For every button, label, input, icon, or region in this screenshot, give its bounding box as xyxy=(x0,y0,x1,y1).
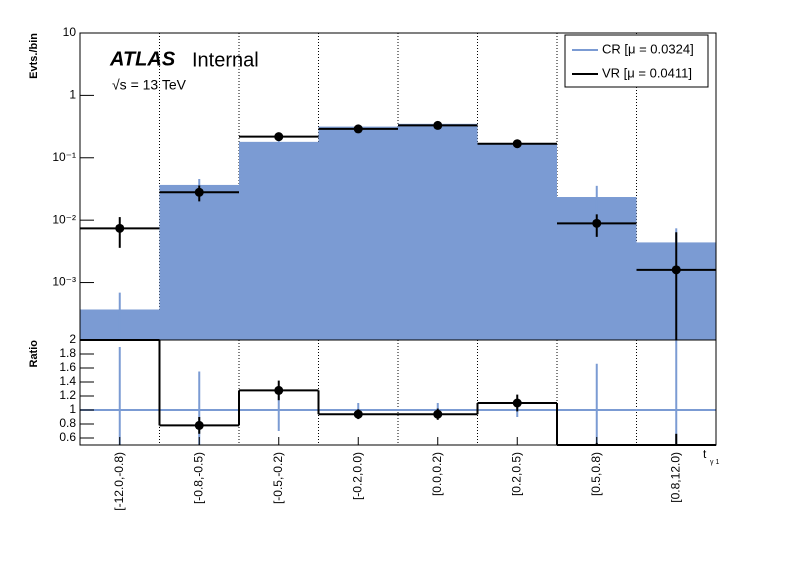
y-tick-label: 10⁻¹ xyxy=(52,150,76,164)
data-point xyxy=(194,187,204,197)
y-tick-label: 1 xyxy=(69,402,76,416)
cr-bar xyxy=(398,123,478,340)
y-tick-label: 10 xyxy=(63,25,77,39)
y-tick-label: 10⁻³ xyxy=(52,275,76,289)
y-axis-label: Ratio xyxy=(28,340,40,368)
cr-bar xyxy=(477,143,557,340)
legend-box xyxy=(564,34,709,88)
y-tick-label: 1 xyxy=(69,88,76,102)
cr-bar xyxy=(239,141,319,340)
y-tick-label: 0.6 xyxy=(59,430,76,444)
data-point xyxy=(592,218,602,228)
data-point xyxy=(115,223,125,233)
status-label: Internal xyxy=(192,49,259,71)
x-tick-label: [0.5,0.8) xyxy=(589,452,603,496)
y-axis-label: Evts./bin xyxy=(28,33,40,79)
y-tick-label: 1.8 xyxy=(59,346,76,360)
cr-bar xyxy=(318,126,398,340)
y-tick-label: 1.4 xyxy=(59,374,76,388)
data-point xyxy=(433,120,443,130)
x-tick-label: [-0.2,0.0) xyxy=(350,452,364,500)
cr-bar xyxy=(159,184,239,340)
x-tick-label: [-0.5,-0.2) xyxy=(271,452,285,504)
y-tick-label: 0.8 xyxy=(59,416,76,430)
data-point xyxy=(512,139,522,149)
x-tick-label: [0.0,0.2) xyxy=(430,452,444,496)
y-tick-label: 1.2 xyxy=(59,388,76,402)
legend-label: CR [μ = 0.0324] xyxy=(602,41,694,56)
y-tick-label: 2 xyxy=(69,332,76,346)
legend-label: VR [μ = 0.0411] xyxy=(602,65,692,80)
y-tick-label: 1.6 xyxy=(59,360,76,374)
x-axis-label-sub: γ 1 xyxy=(710,459,719,466)
frame xyxy=(79,339,717,446)
x-tick-label: [0.2,0.5) xyxy=(509,452,523,496)
energy-label: √s = 13 TeV xyxy=(112,77,187,93)
x-tick-label: [0.8,12.0) xyxy=(668,452,682,503)
x-tick-label: [-0.8,-0.5) xyxy=(191,452,205,504)
data-point xyxy=(274,132,284,142)
plot-area xyxy=(80,120,716,340)
x-tick-label: [-12.0,-0.8) xyxy=(112,452,126,511)
experiment-label: ATLAS xyxy=(109,48,176,70)
y-tick-label: 10⁻² xyxy=(52,212,76,226)
data-point xyxy=(353,124,363,134)
x-axis-label: t xyxy=(703,447,707,461)
data-point xyxy=(671,265,681,275)
